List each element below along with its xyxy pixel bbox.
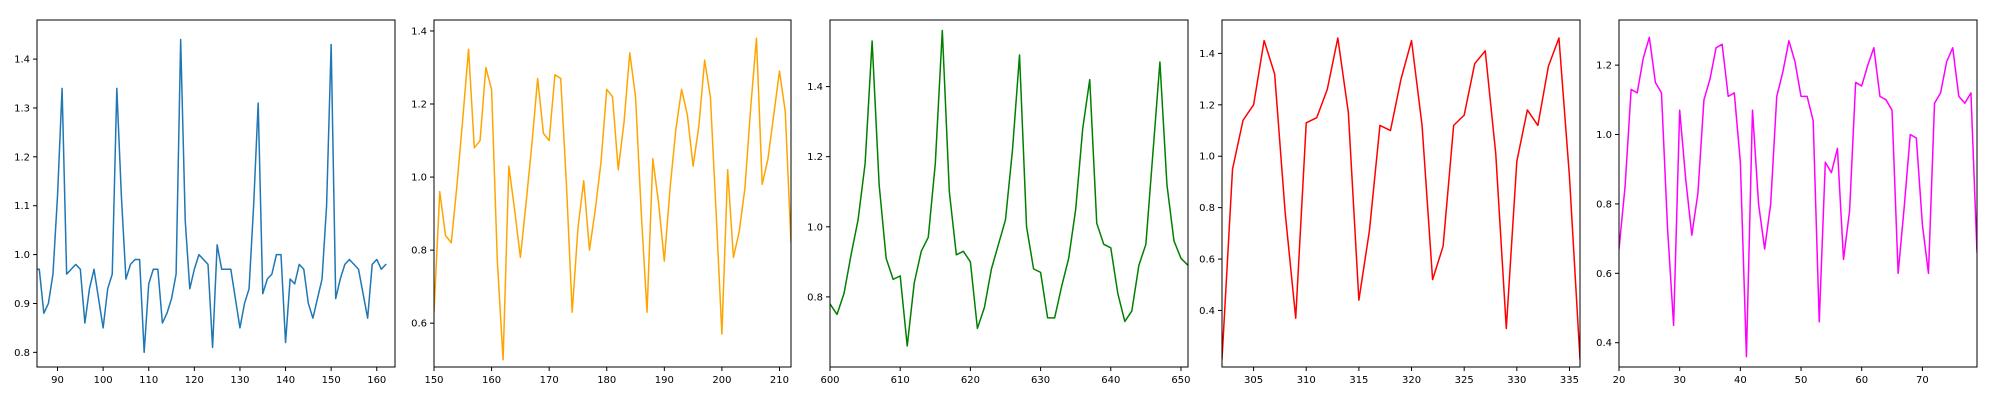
x-tick-label-5-50: 50 [1795,375,1808,386]
chart-panel-3: 600 610 620 630 640 650 0.8 1.0 1.2 1.4 [807,19,1191,386]
y-tick-label-2-1.4: 1.4 [411,26,427,37]
x-tick-label-3-620: 620 [961,375,980,386]
y-tick-label-5-1: 1.0 [1596,130,1612,141]
axes-frame-5 [1618,19,1978,368]
x-tick-label-2-200: 200 [712,375,731,386]
x-tick-label-2-210: 210 [770,375,789,386]
x-tick-label-2-180: 180 [597,375,616,386]
x-tick-label-4-315: 315 [1349,375,1368,386]
x-tick-label-3-610: 610 [891,375,910,386]
axes-frame-4 [1221,19,1581,368]
y-tick-label-2-1: 1.0 [411,173,427,184]
y-tick-label-3-1: 1.0 [807,222,823,233]
y-tick-label-4-0.6: 0.6 [1199,255,1215,266]
axes-frame-2 [433,19,792,368]
x-tick-label-3-630: 630 [1031,375,1050,386]
y-tick-label-5-0.8: 0.8 [1596,199,1612,210]
y-tick-label-4-1.4: 1.4 [1199,49,1215,60]
x-tick-label-2-160: 160 [482,375,501,386]
axes-frame-3 [829,19,1189,368]
y-tick-label-5-0.4: 0.4 [1596,338,1612,349]
x-tick-label-4-305: 305 [1244,375,1263,386]
y-tick-label-4-1: 1.0 [1199,152,1215,163]
x-tick-label-3-640: 640 [1101,375,1120,386]
x-tick-label-1-130: 130 [230,375,249,386]
y-tick-label-1-1.4: 1.4 [14,55,30,66]
chart-panel-1: 90 100 110 120 130 140 150 160 0.8 0.9 1.0 1.1 1.2 1.… [14,19,396,386]
x-tick-label-3-600: 600 [820,375,839,386]
y-tick-label-1-1.1: 1.1 [14,201,30,212]
x-tick-label-1-140: 140 [276,375,295,386]
y-tick-label-1-0.9: 0.9 [14,299,30,310]
y-tick-label-1-0.8: 0.8 [14,348,30,359]
x-tick-label-2-170: 170 [540,375,559,386]
y-tick-label-4-0.4: 0.4 [1199,306,1215,317]
y-tick-label-1-1: 1.0 [14,250,30,261]
chart-panel-2: 150 160 170 180 190 200 210 0.6 0.8 1.0 1.2 1.4 [411,19,792,386]
y-tick-label-3-0.8: 0.8 [807,292,823,303]
series-line-5-1 [1619,36,1977,358]
y-tick-label-3-1.4: 1.4 [807,82,823,93]
x-tick-label-3-650: 650 [1171,375,1190,386]
x-tick-label-1-90: 90 [51,375,64,386]
x-tick-label-1-160: 160 [367,375,386,386]
y-tick-label-5-1.2: 1.2 [1596,61,1612,72]
x-tick-label-4-325: 325 [1455,375,1474,386]
x-tick-label-2-190: 190 [655,375,674,386]
x-tick-label-2-150: 150 [424,375,443,386]
chart-panel-4: 305 310 315 320 325 330 335 0.4 0.6 0.8 1.0 1.2 1.4 [1199,19,1581,386]
x-tick-label-1-150: 150 [322,375,341,386]
y-tick-label-3-1.2: 1.2 [807,152,823,163]
y-tick-label-1-1.2: 1.2 [14,152,30,163]
series-line-2-1 [434,37,791,361]
y-tick-label-1-1.3: 1.3 [14,103,30,114]
y-tick-label-2-0.6: 0.6 [411,319,427,330]
chart-panel-5: 20 30 40 50 60 70 0.4 0.6 0.8 1.0 1.2 [1596,19,1978,386]
x-tick-label-5-70: 70 [1916,375,1929,386]
series-line-3-1 [830,29,1188,347]
x-tick-label-5-40: 40 [1734,375,1747,386]
y-tick-label-2-1.2: 1.2 [411,100,427,111]
x-tick-label-5-30: 30 [1673,375,1686,386]
y-tick-label-5-0.6: 0.6 [1596,269,1612,280]
x-tick-label-1-120: 120 [185,375,204,386]
axes-frame-1 [36,19,396,368]
series-line-1-1 [37,38,387,354]
x-tick-label-5-20: 20 [1613,375,1626,386]
y-tick-label-4-0.8: 0.8 [1199,203,1215,214]
x-tick-label-4-335: 335 [1560,375,1579,386]
x-tick-label-1-110: 110 [139,375,158,386]
x-tick-label-5-60: 60 [1855,375,1868,386]
x-tick-label-4-330: 330 [1507,375,1526,386]
series-line-4-1 [1222,37,1580,361]
x-tick-label-1-100: 100 [94,375,113,386]
x-tick-label-4-320: 320 [1402,375,1421,386]
x-tick-label-4-310: 310 [1297,375,1316,386]
y-tick-label-4-1.2: 1.2 [1199,100,1215,111]
y-tick-label-2-0.8: 0.8 [411,246,427,257]
